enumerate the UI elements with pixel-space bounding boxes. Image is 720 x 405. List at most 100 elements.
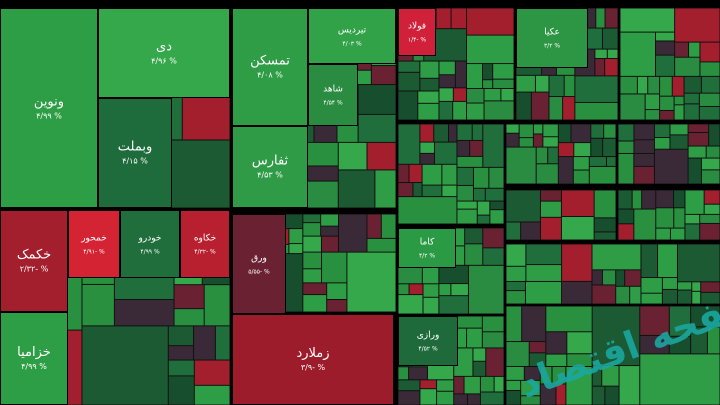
stock-tile: [660, 76, 672, 96]
stock-tile: [699, 93, 720, 106]
stock-tile: [321, 226, 338, 236]
stock-tile: [413, 183, 422, 197]
stock-tile: [174, 309, 204, 326]
stock-tile: [409, 367, 427, 380]
stock-tile: [592, 244, 641, 270]
stock-tile: [540, 201, 561, 217]
stock-tile: [558, 143, 574, 157]
stock-tile: [0, 8, 98, 208]
stock-tile: [618, 209, 634, 224]
stock-tile: [204, 285, 230, 326]
stock-name: ورق: [251, 254, 267, 264]
stock-tile: [603, 138, 616, 157]
stock-tile: [692, 282, 701, 291]
stock-tile: [567, 332, 592, 354]
stock-tile: [180, 210, 230, 278]
stock-tile: [561, 190, 594, 217]
stock-tile: [289, 244, 303, 254]
stock-tile: [594, 232, 616, 240]
stock-tile: [648, 76, 660, 94]
stock-tile: [422, 164, 442, 185]
stock-tile: [473, 188, 485, 201]
stock-tile: [367, 238, 396, 252]
stock-tile: [675, 8, 720, 42]
stock-tile: [490, 210, 504, 224]
stock-tile: [632, 190, 642, 209]
stock-tile: [516, 92, 531, 120]
stock-tile: [640, 306, 669, 335]
stock-tile: [672, 76, 684, 96]
stock-tile: [592, 366, 602, 386]
stock-tile: [82, 284, 114, 326]
stock-name: شاهد: [323, 85, 343, 95]
stock-tile: [493, 64, 514, 79]
stock-tile: [308, 8, 396, 64]
stock-tile: [398, 61, 420, 72]
stock-tile: [465, 244, 483, 265]
stock-name: خزامیا: [17, 345, 51, 360]
stock-tile: [454, 376, 464, 394]
stock-tile: [467, 328, 482, 348]
stock-tile: [641, 244, 658, 278]
stock-tile: [506, 147, 536, 184]
stock-tile: [473, 167, 489, 188]
stock-tile: [662, 289, 677, 304]
stock-change: % -۱/۴: [408, 37, 427, 44]
stock-tile: [654, 138, 670, 149]
stock-tile: [620, 94, 645, 120]
stock-tile: [506, 266, 526, 281]
stock-tile: [660, 110, 674, 120]
stock-tile: [616, 286, 630, 304]
stock-tile: [232, 214, 286, 314]
stock-tile: [700, 223, 720, 240]
stock-tile: [700, 62, 720, 76]
stock-tile: [688, 132, 709, 146]
stock-tile: [398, 8, 436, 56]
stock-tile: [483, 124, 504, 167]
stock-tile: [605, 386, 619, 405]
stock-tile: [546, 332, 567, 354]
stock-tile: [420, 389, 437, 405]
stock-tile: [592, 270, 602, 285]
stock-tile: [418, 91, 439, 103]
stock-tile: [634, 153, 654, 166]
stock-tile: [674, 96, 684, 105]
stock-change: % ۳/۲: [544, 43, 560, 50]
stock-tile: [529, 353, 546, 366]
stock-tile: [656, 208, 674, 228]
stock-tile: [634, 124, 654, 140]
stock-tile: [303, 269, 322, 283]
stock-tile: [558, 124, 571, 143]
stock-name: تیردیس: [338, 26, 367, 36]
stock-tile: [526, 244, 562, 265]
stock-tile: [688, 158, 701, 184]
stock-tile: [493, 79, 514, 88]
stock-tile: [467, 35, 514, 64]
stock-tile: [457, 156, 483, 167]
stock-tile: [482, 316, 504, 332]
stock-tile: [592, 306, 640, 366]
stock-tile: [289, 229, 303, 244]
stock-tile: [480, 376, 494, 392]
stock-tile: [501, 88, 514, 101]
stock-tile: [574, 143, 591, 157]
stock-tile: [358, 114, 396, 142]
stock-tile: [562, 281, 592, 304]
stock-tile: [701, 76, 720, 93]
stock-tile: [232, 8, 308, 126]
stock-tile: [418, 103, 439, 120]
stock-tile: [451, 8, 467, 29]
stock-tile: [605, 59, 618, 76]
stock-tile: [457, 140, 470, 156]
stock-tile: [620, 32, 655, 76]
stock-tile: [634, 209, 656, 240]
stock-tile: [618, 224, 634, 240]
stock-tile: [556, 384, 566, 405]
stock-tile: [453, 101, 467, 120]
stock-tile: [700, 42, 720, 62]
stock-tile: [641, 278, 662, 293]
stock-tile: [398, 295, 423, 314]
stock-tile: [486, 348, 504, 376]
stock-tile: [82, 326, 168, 405]
stock-tile: [546, 306, 592, 332]
